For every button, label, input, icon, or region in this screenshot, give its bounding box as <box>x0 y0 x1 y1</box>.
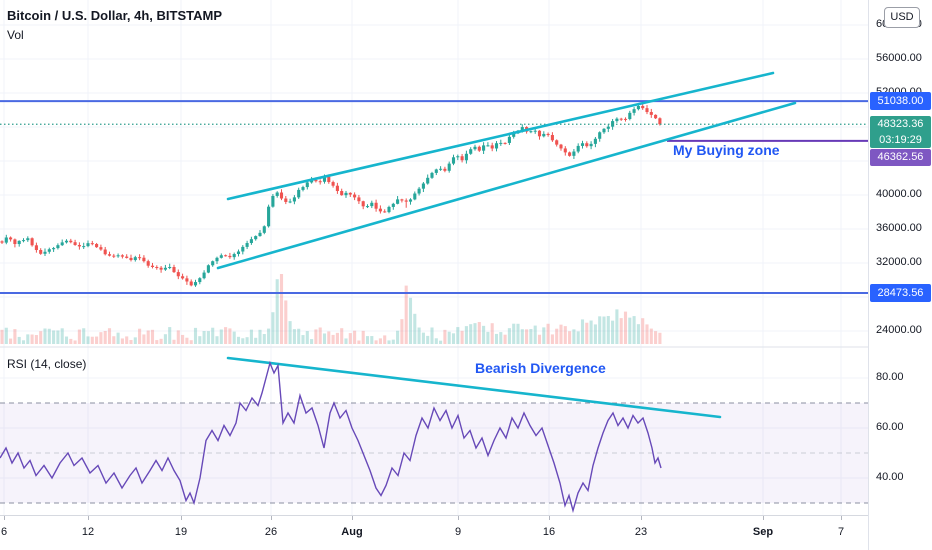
time-tick-mark <box>88 516 89 520</box>
time-tick-mark <box>181 516 182 520</box>
price-level-badge[interactable]: 46362.56 <box>870 149 931 166</box>
time-tick-label: Sep <box>752 526 774 538</box>
time-tick-label: 23 <box>634 526 648 538</box>
bearish-divergence-annotation[interactable]: Bearish Divergence <box>475 360 606 376</box>
time-tick-mark <box>841 516 842 520</box>
price-tick-label: 40000.00 <box>876 188 922 200</box>
price-level-badge[interactable]: 28473.56 <box>870 283 931 302</box>
price-tick-label: 32000.00 <box>876 256 922 268</box>
time-tick-mark <box>458 516 459 520</box>
time-tick-mark <box>549 516 550 520</box>
time-tick-label: 6 <box>0 526 8 538</box>
time-tick-label: Aug <box>341 526 363 538</box>
rsi-tick-label: 80.00 <box>876 371 904 383</box>
time-tick-label: 16 <box>542 526 556 538</box>
time-tick-label: 9 <box>454 526 462 538</box>
time-tick-mark <box>763 516 764 520</box>
volume-indicator-label[interactable]: Vol <box>7 28 24 42</box>
countdown-timer: 03:19:29 <box>879 134 922 146</box>
time-tick-mark <box>271 516 272 520</box>
time-tick-mark <box>4 516 5 520</box>
rsi-tick-label: 40.00 <box>876 471 904 483</box>
symbol-title[interactable]: Bitcoin / U.S. Dollar, 4h, BITSTAMP <box>7 8 223 23</box>
price-level-badge[interactable]: 51038.00 <box>870 92 931 111</box>
time-tick-label: 12 <box>81 526 95 538</box>
chart-plot-area[interactable] <box>0 0 868 550</box>
buying-zone-annotation[interactable]: My Buying zone <box>673 142 780 158</box>
rsi-tick-label: 60.00 <box>876 421 904 433</box>
time-axis[interactable]: 6 12 19 26 Aug 9 16 23 Sep 7 <box>0 515 868 550</box>
price-tick-label: 56000.00 <box>876 52 922 64</box>
time-tick-label: 19 <box>174 526 188 538</box>
time-tick-mark <box>352 516 353 520</box>
currency-toggle-button[interactable]: USD <box>884 7 920 28</box>
price-tick-label: 24000.00 <box>876 324 922 336</box>
price-tick-label: 36000.00 <box>876 222 922 234</box>
time-tick-mark <box>641 516 642 520</box>
price-axis[interactable]: USD 60000.0056000.0052000.0040000.003600… <box>868 0 932 550</box>
price-level-badge[interactable]: 48323.36 03:19:29 <box>870 116 931 148</box>
time-tick-label: 26 <box>264 526 278 538</box>
time-tick-label: 7 <box>837 526 845 538</box>
rsi-indicator-label[interactable]: RSI (14, close) <box>7 357 87 371</box>
